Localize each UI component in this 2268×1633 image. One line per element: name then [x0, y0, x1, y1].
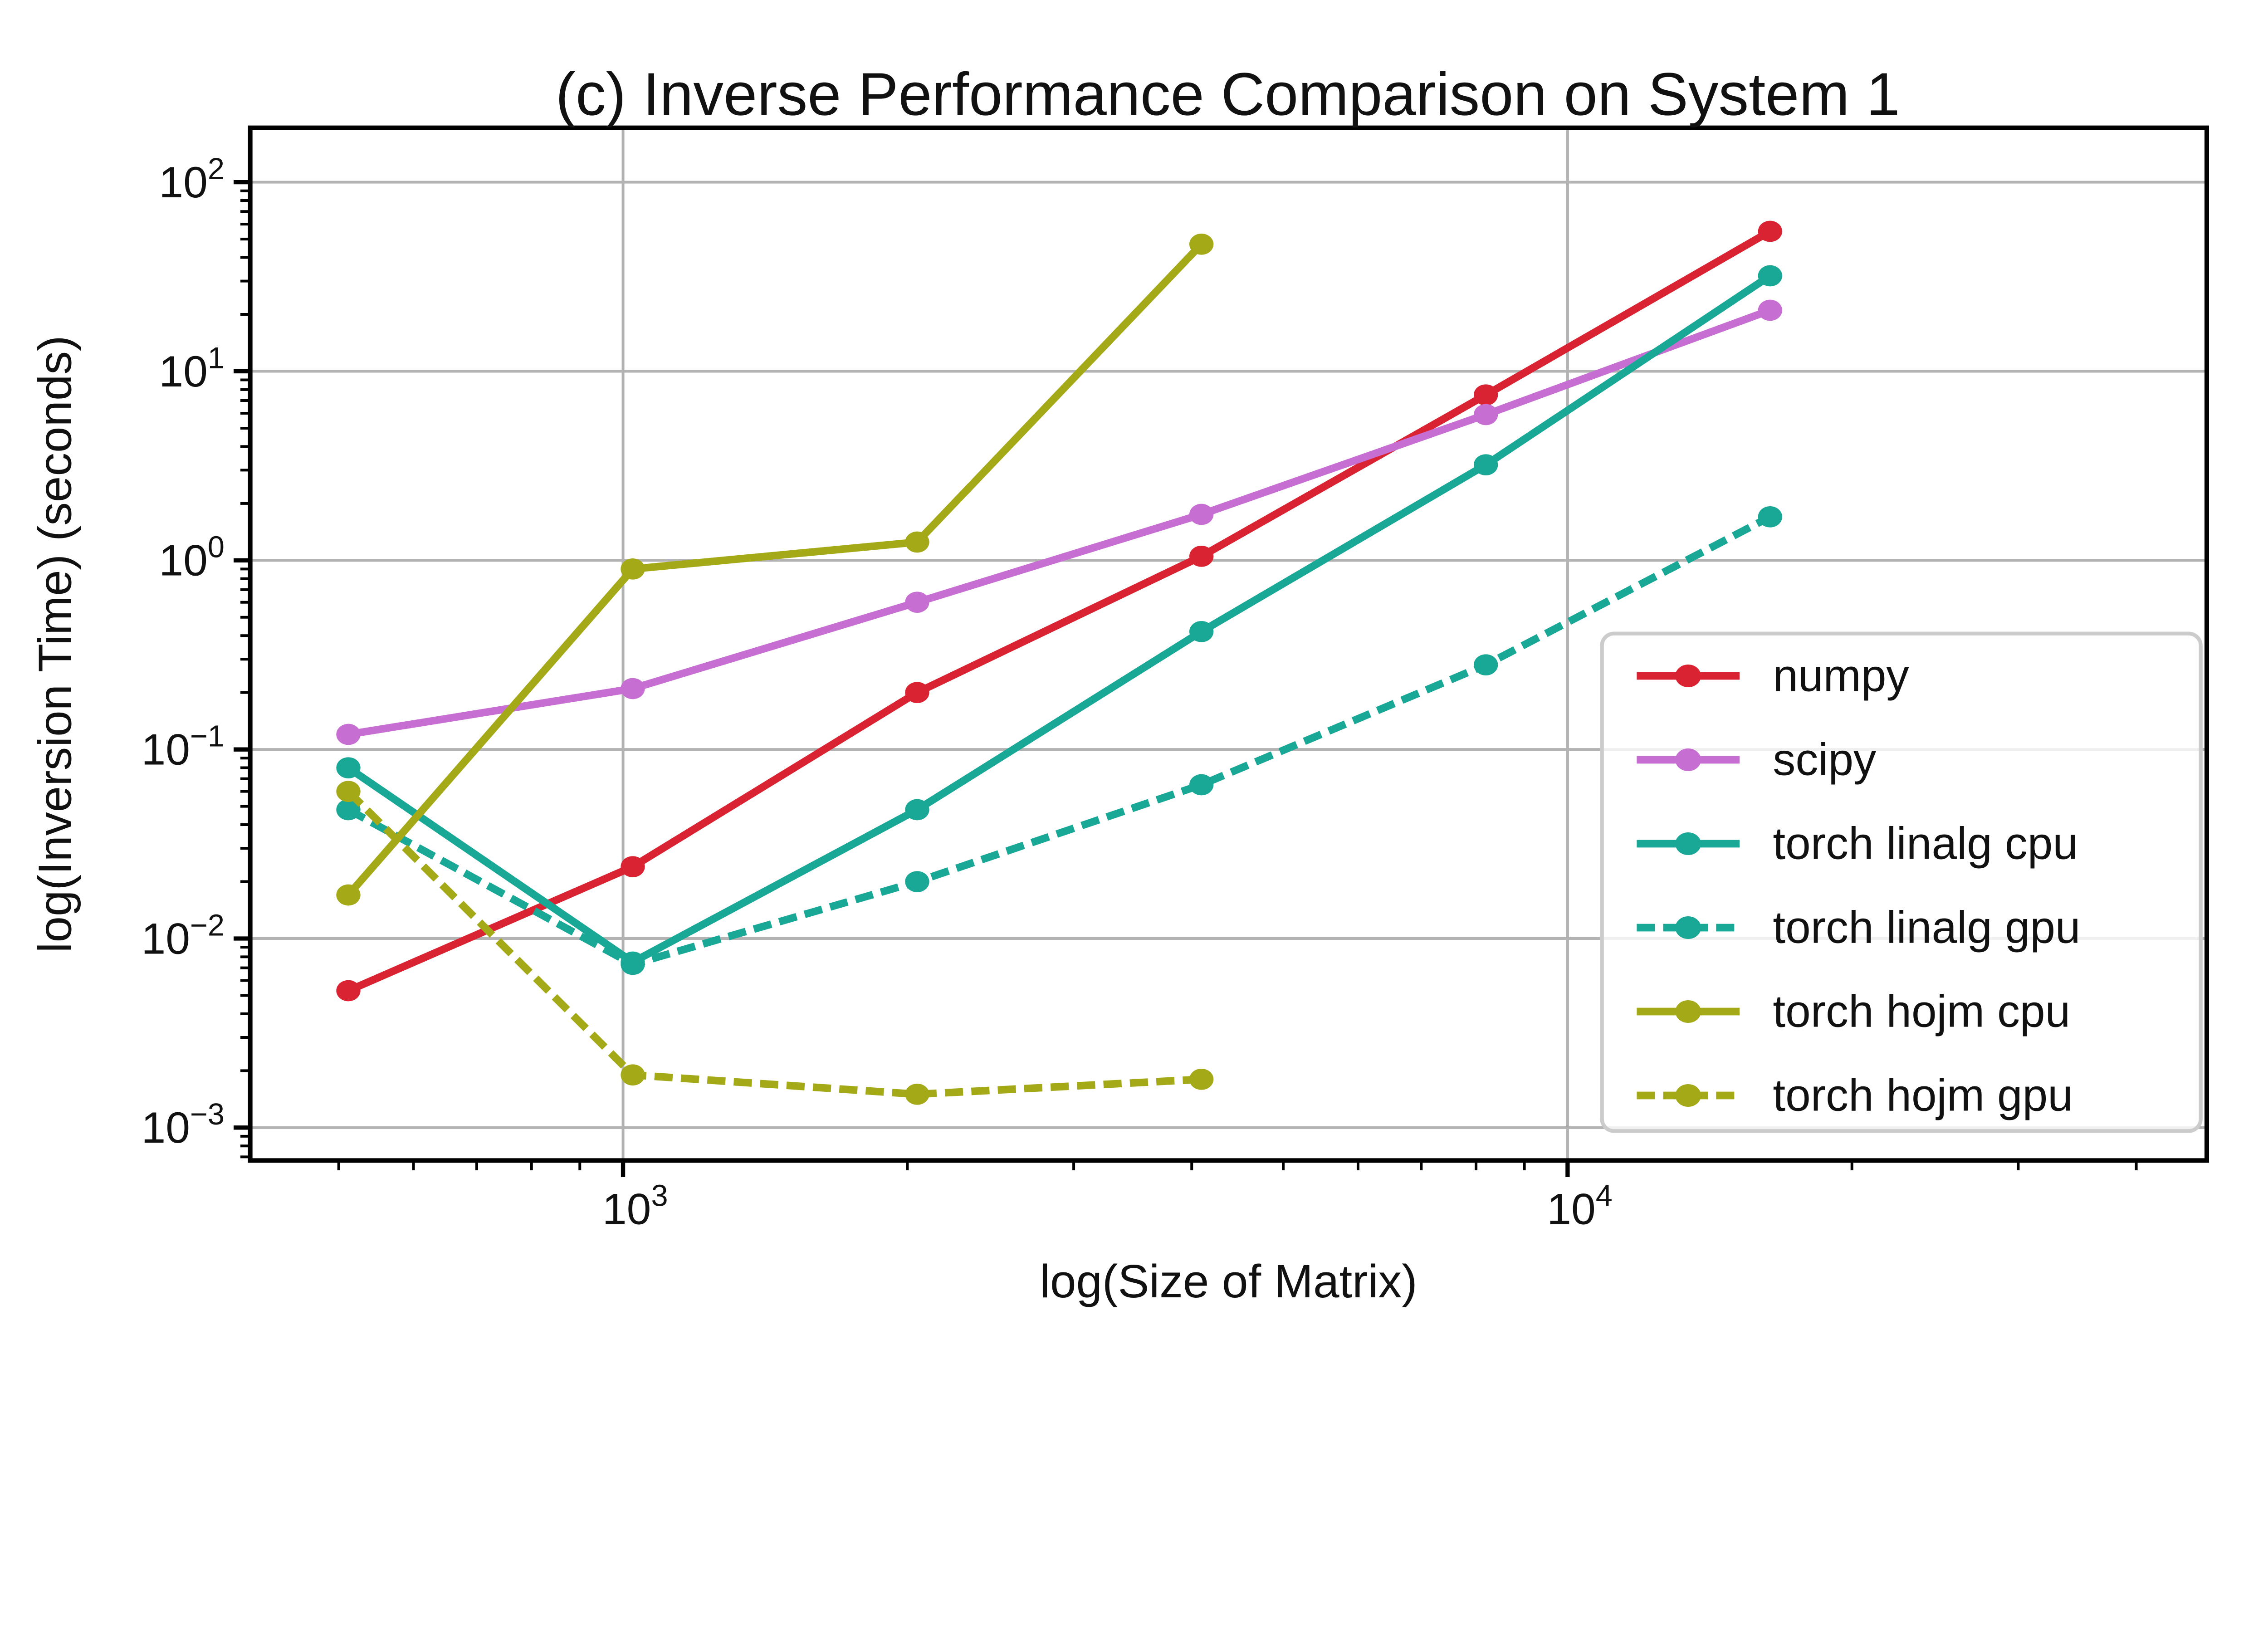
legend: numpy scipy torch linalg cpu torch linalg g… — [1600, 631, 2203, 1133]
series-numpy — [336, 220, 1782, 1002]
legend-sample-marker — [1675, 1084, 1701, 1107]
series-torch-linalg-gpu — [336, 506, 1782, 975]
marker-torch-hojm-gpu — [905, 1084, 929, 1105]
marker-torch-hojm-cpu — [905, 531, 929, 553]
figure: 10−3 10−2 10−1 100 101 102 103 104 numpy scipy to… — [28, 60, 2209, 1307]
legend-label: scipy — [1773, 734, 1876, 785]
marker-scipy — [1758, 299, 1782, 321]
x-axis-label: log(Size of Matrix) — [1040, 1255, 1418, 1307]
y-tick-label: 101 — [159, 342, 225, 396]
marker-torch-linalg-gpu — [1189, 774, 1214, 796]
legend-entry-scipy: scipy — [1637, 734, 1876, 785]
marker-numpy — [905, 682, 929, 703]
data-series — [336, 220, 1782, 1105]
y-axis-label: log(Inversion Time) (seconds) — [29, 336, 81, 953]
marker-torch-hojm-cpu — [621, 558, 645, 580]
y-tick-label: 10−1 — [141, 719, 225, 774]
legend-entry-torch-linalg-gpu: torch linalg gpu — [1637, 902, 2081, 953]
legend-sample-marker — [1675, 832, 1701, 855]
chart-canvas: 10−3 10−2 10−1 100 101 102 103 104 numpy scipy to… — [29, 60, 2209, 1307]
legend-entry-torch-hojm-gpu: torch hojm gpu — [1637, 1070, 2073, 1120]
legend-sample-marker — [1675, 1000, 1701, 1023]
legend-label: torch linalg gpu — [1773, 902, 2080, 953]
marker-torch-hojm-gpu — [1189, 1069, 1214, 1090]
marker-scipy — [336, 724, 361, 745]
legend-entry-torch-hojm-cpu: torch hojm cpu — [1637, 986, 2070, 1037]
marker-numpy — [1474, 384, 1498, 406]
legend-entry-torch-linalg-cpu: torch linalg cpu — [1637, 818, 2078, 869]
marker-scipy — [905, 592, 929, 613]
marker-torch-linalg-gpu — [336, 799, 361, 821]
y-tick-label: 102 — [159, 152, 225, 207]
marker-torch-linalg-gpu — [905, 871, 929, 892]
marker-scipy — [1189, 504, 1214, 525]
marker-torch-linalg-cpu — [1189, 621, 1214, 642]
marker-torch-hojm-gpu — [621, 1064, 645, 1085]
series-line-torch-linalg-gpu — [347, 513, 1772, 968]
legend-sample-marker — [1675, 916, 1701, 939]
legend-entry-numpy: numpy — [1637, 650, 1909, 701]
legend-label: torch linalg cpu — [1773, 818, 2078, 869]
y-tick-label: 10−3 — [141, 1098, 225, 1152]
legend-label: numpy — [1773, 650, 1909, 701]
plot-frame — [248, 125, 2209, 1163]
series-line-torch-hojm-gpu — [346, 788, 1202, 1098]
marker-torch-linalg-cpu — [905, 799, 929, 821]
marker-numpy — [1189, 546, 1214, 567]
marker-torch-linalg-gpu — [1758, 506, 1782, 528]
marker-torch-linalg-gpu — [1474, 654, 1498, 675]
marker-torch-linalg-gpu — [621, 953, 645, 975]
marker-numpy — [336, 980, 361, 1002]
x-tick-label: 103 — [602, 1179, 668, 1233]
marker-torch-hojm-cpu — [1189, 234, 1214, 255]
legend-box — [1600, 631, 2203, 1133]
series-line-numpy — [347, 228, 1772, 994]
x-tick-label: 104 — [1547, 1179, 1613, 1233]
chart-title: (c) Inverse Performance Comparison on Sy… — [556, 60, 1900, 128]
y-tick-label: 100 — [159, 531, 225, 585]
series-scipy — [336, 299, 1782, 745]
marker-torch-linalg-cpu — [1474, 454, 1498, 475]
series-line-torch-hojm-cpu — [345, 241, 1204, 898]
series-torch-hojm-gpu — [336, 781, 1214, 1105]
marker-torch-linalg-cpu — [336, 757, 361, 778]
legend-label: torch hojm cpu — [1773, 986, 2070, 1037]
axis-tick-labels: 10−3 10−2 10−1 100 101 102 103 104 — [141, 152, 1612, 1233]
legend-sample-marker — [1675, 665, 1701, 687]
marker-scipy — [621, 678, 645, 699]
marker-torch-linalg-cpu — [1758, 265, 1782, 287]
marker-torch-hojm-cpu — [336, 884, 361, 906]
series-torch-hojm-cpu — [336, 234, 1214, 906]
marker-numpy — [621, 856, 645, 877]
marker-torch-hojm-gpu — [336, 781, 361, 802]
legend-label: torch hojm gpu — [1773, 1070, 2072, 1120]
y-tick-label: 10−2 — [141, 909, 225, 963]
series-line-torch-linalg-cpu — [346, 273, 1772, 967]
legend-sample-marker — [1675, 748, 1701, 771]
series-line-scipy — [347, 307, 1772, 738]
marker-numpy — [1758, 220, 1782, 242]
marker-scipy — [1474, 404, 1498, 425]
